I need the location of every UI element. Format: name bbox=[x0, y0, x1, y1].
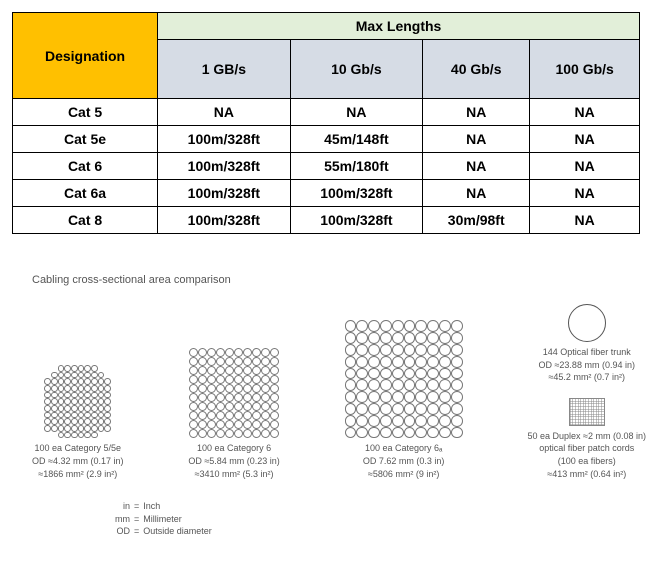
maxlengths-header: Max Lengths bbox=[158, 13, 640, 40]
fiber-trunk-icon bbox=[568, 304, 606, 342]
speed-header: 1 GB/s bbox=[158, 40, 291, 99]
data-cell: 100m/328ft bbox=[158, 180, 291, 207]
bundle-caption: 100 ea Category 6ₐOD 7.62 mm (0.3 in)≈58… bbox=[363, 442, 445, 480]
caption-line: 100 ea Category 6 bbox=[188, 442, 279, 455]
caption-line: OD 7.62 mm (0.3 in) bbox=[363, 455, 445, 468]
data-cell: NA bbox=[530, 207, 640, 234]
circle-bundle bbox=[189, 348, 279, 438]
data-cell: 100m/328ft bbox=[290, 207, 423, 234]
data-cell: NA bbox=[530, 153, 640, 180]
data-cell: NA bbox=[530, 126, 640, 153]
fiber-patch-icon bbox=[569, 398, 605, 426]
caption-line: 100 ea Category 5/5e bbox=[32, 442, 123, 455]
data-cell: NA bbox=[423, 153, 530, 180]
speed-header: 10 Gb/s bbox=[290, 40, 423, 99]
table-row: Cat 5e100m/328ft45m/148ftNANA bbox=[13, 126, 640, 153]
diagram-title: Cabling cross-sectional area comparison bbox=[32, 274, 656, 286]
circle-bundle bbox=[345, 320, 463, 438]
bundle-caption: 100 ea Category 6OD ≈5.84 mm (0.23 in)≈3… bbox=[188, 442, 279, 480]
max-lengths-table: Designation Max Lengths 1 GB/s 10 Gb/s 4… bbox=[12, 12, 640, 234]
bundle-cat6a: 100 ea Category 6ₐOD 7.62 mm (0.3 in)≈58… bbox=[345, 320, 463, 480]
data-cell: 100m/328ft bbox=[158, 207, 291, 234]
data-cell: NA bbox=[423, 180, 530, 207]
fiber-trunk-caption: 144 Optical fiber trunk OD ≈23.88 mm (0.… bbox=[538, 346, 634, 384]
data-cell: NA bbox=[158, 99, 291, 126]
diagram-row: 100 ea Category 5/5eOD ≈4.32 mm (0.17 in… bbox=[12, 304, 656, 480]
table-row: Cat 6a100m/328ft100m/328ftNANA bbox=[13, 180, 640, 207]
legend-row: OD=Outside diameter bbox=[102, 525, 656, 538]
caption-line: OD ≈4.32 mm (0.17 in) bbox=[32, 455, 123, 468]
data-cell: NA bbox=[423, 126, 530, 153]
data-cell: 45m/148ft bbox=[290, 126, 423, 153]
bundle-cat5: 100 ea Category 5/5eOD ≈4.32 mm (0.17 in… bbox=[32, 365, 123, 480]
data-cell: NA bbox=[530, 99, 640, 126]
data-cell: 55m/180ft bbox=[290, 153, 423, 180]
table-row: Cat 5NANANANA bbox=[13, 99, 640, 126]
data-cell: NA bbox=[423, 99, 530, 126]
optical-column: 144 Optical fiber trunk OD ≈23.88 mm (0.… bbox=[527, 304, 646, 480]
row-label: Cat 6a bbox=[13, 180, 158, 207]
row-label: Cat 6 bbox=[13, 153, 158, 180]
row-label: Cat 8 bbox=[13, 207, 158, 234]
data-cell: NA bbox=[530, 180, 640, 207]
legend-row: in=Inch bbox=[102, 500, 656, 513]
speed-header: 100 Gb/s bbox=[530, 40, 640, 99]
caption-line: 100 ea Category 6ₐ bbox=[363, 442, 445, 455]
data-cell: 100m/328ft bbox=[290, 180, 423, 207]
row-label: Cat 5e bbox=[13, 126, 158, 153]
legend-row: mm=Millimeter bbox=[102, 513, 656, 526]
caption-line: 50 ea Duplex ≈2 mm (0.08 in) bbox=[527, 430, 646, 443]
caption-line: ≈3410 mm² (5.3 in²) bbox=[188, 468, 279, 481]
caption-line: ≈1866 mm² (2.9 in²) bbox=[32, 468, 123, 481]
bundle-cat6: 100 ea Category 6OD ≈5.84 mm (0.23 in)≈3… bbox=[188, 348, 279, 480]
caption-line: 144 Optical fiber trunk bbox=[538, 346, 634, 359]
caption-line: (100 ea fibers) bbox=[527, 455, 646, 468]
caption-line: OD ≈23.88 mm (0.94 in) bbox=[538, 359, 634, 372]
circle-bundle bbox=[44, 365, 111, 439]
bundle-caption: 100 ea Category 5/5eOD ≈4.32 mm (0.17 in… bbox=[32, 442, 123, 480]
data-cell: 30m/98ft bbox=[423, 207, 530, 234]
row-label: Cat 5 bbox=[13, 99, 158, 126]
fiber-trunk: 144 Optical fiber trunk OD ≈23.88 mm (0.… bbox=[538, 304, 634, 384]
caption-line: ≈5806 mm² (9 in²) bbox=[363, 468, 445, 481]
caption-line: ≈413 mm² (0.64 in²) bbox=[527, 468, 646, 481]
caption-line: optical fiber patch cords bbox=[527, 442, 646, 455]
legend: in=Inchmm=MillimeterOD=Outside diameter bbox=[102, 500, 656, 538]
table-row: Cat 6100m/328ft55m/180ftNANA bbox=[13, 153, 640, 180]
caption-line: ≈45.2 mm² (0.7 in²) bbox=[538, 371, 634, 384]
fiber-patch-caption: 50 ea Duplex ≈2 mm (0.08 in) optical fib… bbox=[527, 430, 646, 480]
caption-line: OD ≈5.84 mm (0.23 in) bbox=[188, 455, 279, 468]
fiber-patch: 50 ea Duplex ≈2 mm (0.08 in) optical fib… bbox=[527, 398, 646, 480]
designation-header: Designation bbox=[13, 13, 158, 99]
data-cell: 100m/328ft bbox=[158, 126, 291, 153]
data-cell: 100m/328ft bbox=[158, 153, 291, 180]
data-cell: NA bbox=[290, 99, 423, 126]
speed-header: 40 Gb/s bbox=[423, 40, 530, 99]
table-row: Cat 8100m/328ft100m/328ft30m/98ftNA bbox=[13, 207, 640, 234]
